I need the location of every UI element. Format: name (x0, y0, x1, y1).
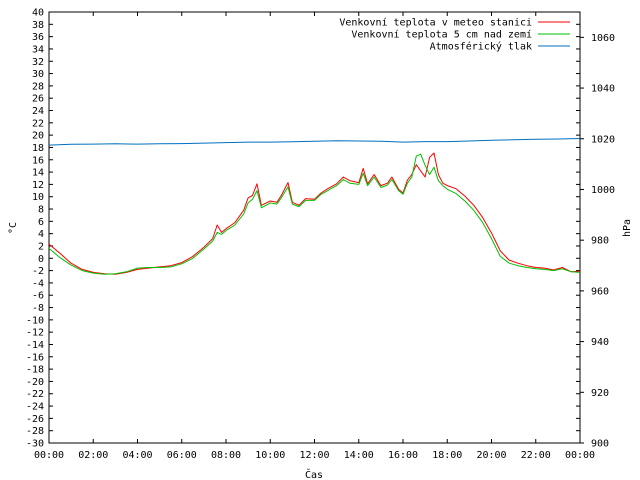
y-left-tick-label: -18 (26, 365, 44, 376)
y-left-tick-label: 18 (32, 143, 44, 154)
y-left-tick-label: 34 (32, 44, 44, 55)
y-left-tick-label: 2 (38, 241, 44, 252)
x-tick-label: 04:00 (122, 450, 152, 461)
y-left-tick-label: 8 (38, 205, 44, 216)
y-left-tick-label: -30 (26, 439, 44, 450)
series-line-2 (48, 153, 581, 275)
y-right-tick-label: 1000 (591, 185, 615, 196)
y-left-tick-label: -16 (26, 352, 44, 363)
y-right-tick-label: 1060 (591, 33, 615, 44)
y-left-tick-label: -2 (32, 266, 44, 277)
y-left-tick-label: 0 (38, 254, 44, 265)
y-left-tick-label: 12 (32, 180, 44, 191)
x-tick-label: 08:00 (211, 450, 241, 461)
legend-label-3: Atmosférický tlak (430, 41, 532, 53)
x-axis-title: Čas (305, 468, 323, 480)
series-line-3 (48, 138, 581, 146)
y-left-tick-label: 22 (32, 118, 44, 129)
x-tick-label: 06:00 (167, 450, 197, 461)
y-left-tick-label: -8 (32, 303, 44, 314)
y-right-tick-label: 1040 (591, 84, 615, 95)
x-tick-label: 02:00 (78, 450, 108, 461)
y-right-axis-title: hPa (622, 219, 633, 237)
y-left-tick-label: 30 (32, 69, 44, 80)
y-right-tick-label: 1020 (591, 134, 615, 145)
y-left-tick-label: 16 (32, 155, 44, 166)
legend: Venkovní teplota v meteo staniciVenkovní… (339, 17, 570, 53)
x-tick-label: 12:00 (299, 450, 329, 461)
y-left-tick-label: -10 (26, 315, 44, 326)
x-tick-label: 10:00 (255, 450, 285, 461)
y-left-tick-label: -14 (26, 340, 44, 351)
x-tick-label: 16:00 (388, 450, 418, 461)
y-left-tick-label: 36 (32, 32, 44, 43)
legend-label-2: Venkovní teplota 5 cm nad zemí (351, 29, 532, 41)
y-right-tick-label: 980 (591, 236, 609, 247)
axis-ticks: -30-28-26-24-22-20-18-16-14-12-10-8-6-4-… (26, 8, 615, 462)
y-left-tick-label: -4 (32, 278, 44, 289)
y-left-tick-label: -6 (32, 291, 44, 302)
y-left-tick-label: -26 (26, 414, 44, 425)
y-left-tick-label: 4 (38, 229, 44, 240)
y-left-axis-title: °C (8, 222, 19, 234)
y-left-tick-label: 40 (32, 8, 44, 19)
y-left-tick-label: 26 (32, 94, 44, 105)
y-left-tick-label: 10 (32, 192, 44, 203)
y-left-tick-label: -24 (26, 402, 44, 413)
x-tick-label: 20:00 (476, 450, 506, 461)
y-left-tick-label: -22 (26, 389, 44, 400)
series-lines (48, 138, 581, 275)
x-tick-label: 18:00 (432, 450, 462, 461)
y-right-tick-label: 960 (591, 286, 609, 297)
y-left-tick-label: -28 (26, 426, 44, 437)
x-tick-label: 00:00 (34, 450, 64, 461)
y-left-tick-label: -20 (26, 377, 44, 388)
y-right-tick-label: 920 (591, 388, 609, 399)
plot-frame (48, 11, 581, 444)
y-left-tick-label: 20 (32, 131, 44, 142)
y-left-tick-label: 32 (32, 57, 44, 68)
y-right-tick-label: 940 (591, 337, 609, 348)
x-tick-label: 00:00 (565, 450, 595, 461)
y-left-tick-label: 14 (32, 168, 44, 179)
y-left-tick-label: 6 (38, 217, 44, 228)
legend-label-1: Venkovní teplota v meteo stanici (339, 17, 532, 29)
y-left-tick-label: -12 (26, 328, 44, 339)
x-tick-label: 22:00 (521, 450, 551, 461)
y-left-tick-label: 38 (32, 20, 44, 31)
y-left-tick-label: 28 (32, 81, 44, 92)
y-left-tick-label: 24 (32, 106, 44, 117)
x-tick-label: 14:00 (344, 450, 374, 461)
series-line-1 (48, 152, 581, 275)
y-right-tick-label: 900 (591, 439, 609, 450)
